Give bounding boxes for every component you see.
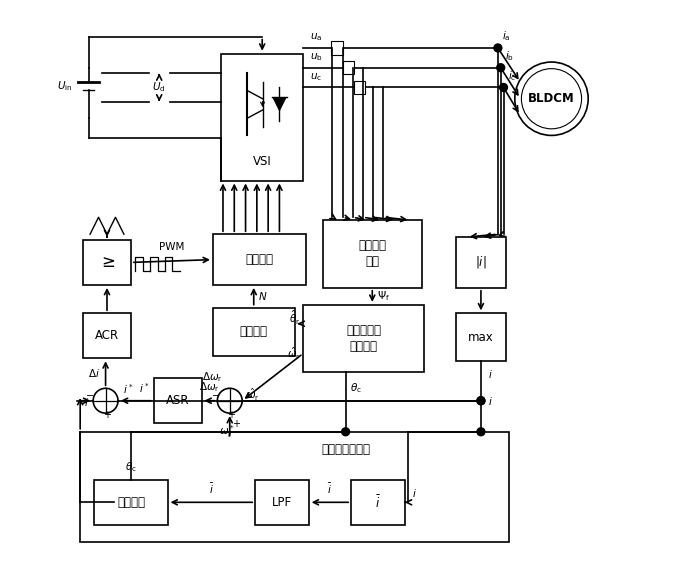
Bar — [354, 81, 365, 94]
Bar — [332, 41, 342, 55]
Bar — [213, 308, 295, 356]
Text: $U_{\rm d}$: $U_{\rm d}$ — [152, 80, 166, 95]
Bar — [154, 378, 202, 424]
Text: 扇区划分: 扇区划分 — [240, 325, 268, 338]
Text: 转子位置和
转速估算: 转子位置和 转速估算 — [346, 324, 381, 353]
Text: $+$: $+$ — [228, 409, 237, 420]
Text: 开关逻辑: 开关逻辑 — [245, 253, 274, 266]
Circle shape — [494, 44, 502, 52]
Bar — [83, 240, 131, 285]
Text: 寻优算法: 寻优算法 — [117, 496, 145, 509]
Bar — [213, 234, 306, 285]
Circle shape — [477, 397, 485, 405]
Text: $i_{\rm c}$: $i_{\rm c}$ — [508, 69, 516, 83]
Text: 转子磁链
观测: 转子磁链 观测 — [359, 239, 386, 268]
Bar — [456, 314, 506, 361]
Bar — [323, 220, 422, 288]
Text: BLDCM: BLDCM — [528, 92, 575, 105]
Bar — [80, 431, 509, 542]
Text: ACR: ACR — [95, 329, 119, 343]
Bar — [456, 237, 506, 288]
Text: $\Delta\omega_{\rm r}$: $\Delta\omega_{\rm r}$ — [199, 380, 220, 394]
Text: $\theta_{\rm c}$: $\theta_{\rm c}$ — [125, 461, 137, 474]
Text: $i$: $i$ — [488, 394, 493, 407]
Text: $-$: $-$ — [85, 389, 94, 400]
Text: max: max — [468, 331, 494, 344]
Circle shape — [499, 83, 508, 91]
Bar — [221, 54, 303, 181]
Text: $i$: $i$ — [488, 368, 493, 380]
Text: $u_{\rm b}$: $u_{\rm b}$ — [310, 51, 323, 63]
Text: $\bar{i}$: $\bar{i}$ — [208, 482, 214, 495]
Bar — [255, 480, 309, 525]
Text: $\theta_{\rm c}$: $\theta_{\rm c}$ — [350, 381, 362, 395]
Circle shape — [342, 428, 350, 435]
Text: $i$: $i$ — [84, 396, 89, 408]
Bar — [303, 305, 425, 372]
Text: $\Delta i$: $\Delta i$ — [88, 367, 100, 380]
Text: $\omega_{\rm r}^*$: $\omega_{\rm r}^*$ — [219, 424, 235, 440]
Text: $|i|$: $|i|$ — [475, 254, 487, 270]
Circle shape — [477, 397, 485, 405]
Text: LPF: LPF — [272, 496, 292, 509]
Text: $\bar{i}$: $\bar{i}$ — [327, 482, 333, 495]
Text: $+$: $+$ — [102, 409, 112, 420]
Text: $\hat{\theta}_{\rm r}$: $\hat{\theta}_{\rm r}$ — [289, 310, 301, 327]
Bar — [83, 314, 131, 359]
Text: ASR: ASR — [166, 394, 189, 407]
Text: $\Psi_{\rm f}$: $\Psi_{\rm f}$ — [377, 290, 390, 303]
Bar — [94, 480, 168, 525]
Text: $u_{\rm a}$: $u_{\rm a}$ — [310, 31, 322, 43]
Text: $i_{\rm b}$: $i_{\rm b}$ — [506, 50, 514, 63]
Text: $N$: $N$ — [258, 290, 268, 302]
Polygon shape — [272, 97, 287, 112]
Text: VSI: VSI — [253, 155, 272, 168]
Text: $U_{\rm in}$: $U_{\rm in}$ — [57, 79, 73, 93]
Text: $i$: $i$ — [412, 487, 417, 499]
Text: 自寻优换相校正: 自寻优换相校正 — [321, 443, 371, 456]
Text: $\Delta\omega_{\rm r}$: $\Delta\omega_{\rm r}$ — [202, 370, 223, 384]
Circle shape — [497, 64, 505, 72]
Bar — [351, 480, 404, 525]
Text: $-$: $-$ — [210, 389, 220, 400]
Text: $\geq$: $\geq$ — [98, 254, 116, 271]
Text: $i^*$: $i^*$ — [139, 381, 149, 395]
Bar — [342, 61, 354, 75]
Text: $i_{\rm a}$: $i_{\rm a}$ — [502, 30, 511, 43]
Text: $u_{\rm c}$: $u_{\rm c}$ — [310, 71, 322, 83]
Text: $\hat{\omega}_{\rm r}$: $\hat{\omega}_{\rm r}$ — [286, 345, 301, 361]
Text: PWM: PWM — [159, 242, 185, 253]
Text: $\bar{i}$: $\bar{i}$ — [375, 494, 381, 511]
Text: $+$: $+$ — [232, 418, 241, 429]
Text: $i^*$: $i^*$ — [123, 382, 133, 396]
Text: $\hat{\omega}_{\rm r}$: $\hat{\omega}_{\rm r}$ — [245, 387, 259, 403]
Circle shape — [477, 428, 485, 435]
